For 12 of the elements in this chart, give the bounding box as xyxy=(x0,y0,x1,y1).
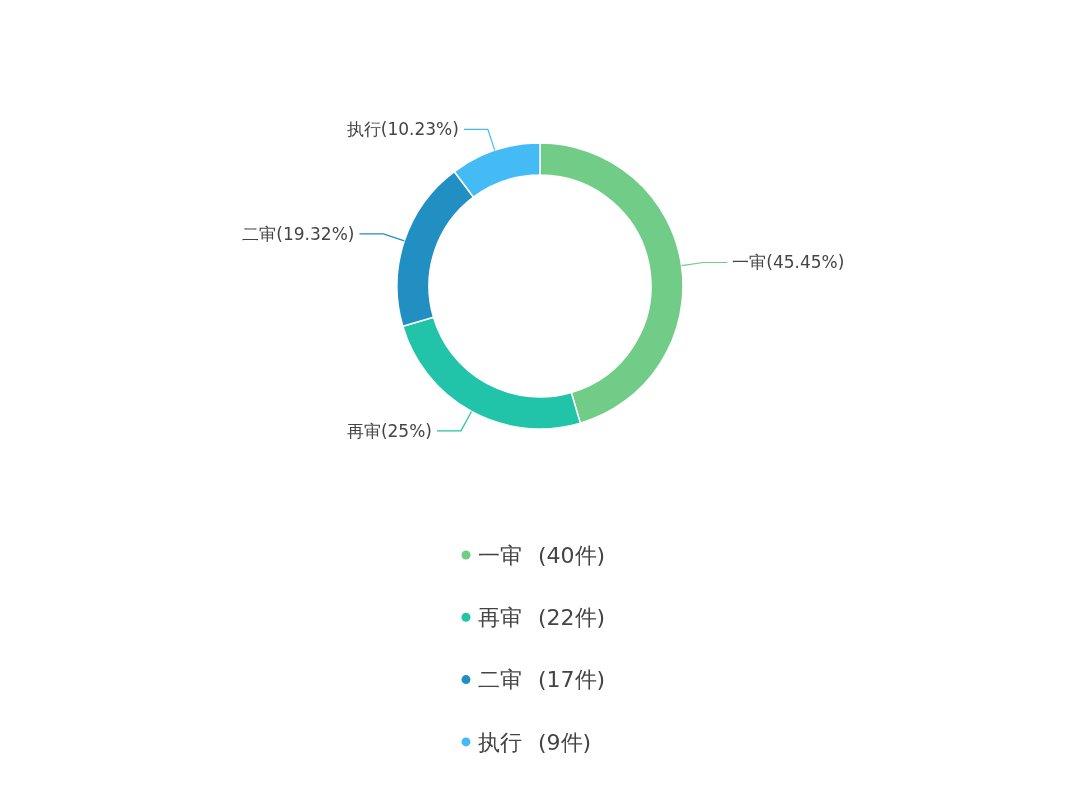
legend-label: 再审 xyxy=(478,605,522,630)
text: (17件) xyxy=(538,667,606,693)
text: (22件) xyxy=(538,605,606,630)
category-label: 再审(25%) xyxy=(346,420,432,441)
text: (9件) xyxy=(538,729,592,755)
text: (40件) xyxy=(538,542,606,568)
legend-label: 执行 xyxy=(478,729,522,755)
category-label: 二审(19.32%) xyxy=(242,223,355,244)
category-label: 执行(10.23%) xyxy=(346,119,459,140)
legend-label: 一审 xyxy=(478,542,522,568)
category-label: 一审(45.45%) xyxy=(732,252,845,273)
legend-label: 二审 xyxy=(478,667,522,693)
